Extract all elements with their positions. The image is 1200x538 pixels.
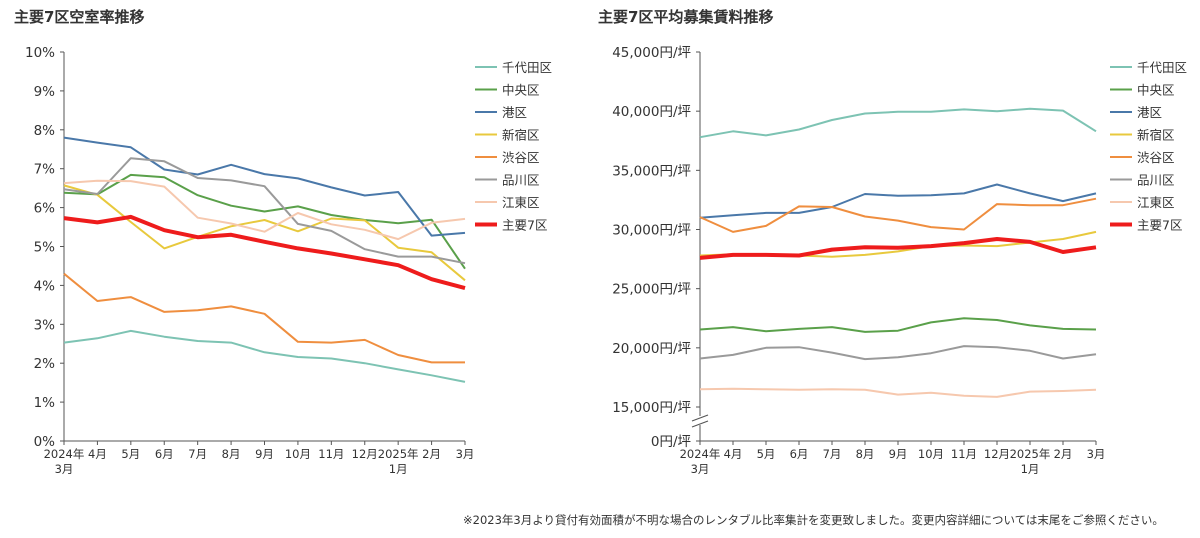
x-tick-label: 10月 <box>918 447 944 461</box>
y-tick-label: 25,000円/坪 <box>612 282 691 298</box>
legend-label: 新宿区 <box>1137 128 1175 143</box>
axis-break-mark <box>691 420 709 428</box>
series-line <box>699 317 1097 333</box>
x-tick-label: 3月 <box>1087 447 1106 461</box>
y-tick-label: 40,000円/坪 <box>612 104 691 120</box>
series-line <box>699 197 1097 233</box>
x-tick-label: 4月 <box>88 447 107 461</box>
x-tick-label: 5月 <box>757 447 776 461</box>
axis-break-mask <box>692 416 708 425</box>
x-tick-label: 3月 <box>456 447 475 461</box>
legend-label: 主要7区 <box>502 218 547 233</box>
y-tick-label: 7% <box>34 162 56 178</box>
x-tick-label: 2024年 <box>44 447 85 461</box>
x-tick-label: 11月 <box>318 447 344 461</box>
series-line <box>63 179 466 241</box>
legend-label: 渋谷区 <box>502 150 540 165</box>
series-line <box>63 136 466 237</box>
y-tick-label: 4% <box>34 278 56 294</box>
series-line <box>63 329 466 383</box>
x-tick-label: 11月 <box>951 447 977 461</box>
legend-label: 千代田区 <box>502 60 552 75</box>
x-tick-label: 2月 <box>1054 447 1073 461</box>
x-tick-label: 2025年 <box>378 447 419 461</box>
x-tick-label: 9月 <box>255 447 274 461</box>
legend-label: 品川区 <box>502 173 540 188</box>
x-tick-label: 7月 <box>188 447 207 461</box>
x-tick-label: 4月 <box>724 447 743 461</box>
legend-label: 千代田区 <box>1137 60 1187 75</box>
legend-label: 中央区 <box>502 83 540 98</box>
legend-label: 港区 <box>502 105 527 120</box>
y-tick-label: 20,000円/坪 <box>612 341 691 357</box>
series-line <box>699 107 1097 139</box>
x-tick-label: 8月 <box>856 447 875 461</box>
x-tick-label: 12月 <box>984 447 1010 461</box>
y-tick-label: 0円/坪 <box>651 434 691 450</box>
x-tick-label: 2025年 <box>1010 447 1051 461</box>
y-tick-label: 35,000円/坪 <box>612 163 691 179</box>
series-line <box>699 387 1097 398</box>
legend-label: 渋谷区 <box>1137 150 1175 165</box>
y-tick-label: 6% <box>34 201 56 217</box>
footnote: ※2023年3月より貸付有効面積が不明な場合のレンタブル比率集計を変更致しました… <box>463 513 1164 527</box>
x-tick-label: 9月 <box>889 447 908 461</box>
y-tick-label: 15,000円/坪 <box>612 400 691 416</box>
legend-label: 新宿区 <box>502 128 540 143</box>
series-line <box>63 173 466 270</box>
legend-label: 主要7区 <box>1137 218 1182 233</box>
series-line <box>63 272 465 364</box>
x-tick-label: 12月 <box>352 447 378 461</box>
series-line <box>699 345 1097 361</box>
y-tick-label: 10% <box>25 45 55 61</box>
x-tick-label: 2024年 <box>680 447 721 461</box>
series-line <box>699 183 1097 219</box>
legend-label: 品川区 <box>1137 173 1175 188</box>
x-tick-label: 6月 <box>155 447 174 461</box>
x-tick-label: 5月 <box>121 447 140 461</box>
series-line <box>699 237 1097 260</box>
legend-label: 港区 <box>1137 105 1162 120</box>
y-tick-label: 5% <box>34 240 56 256</box>
series-line <box>63 214 466 291</box>
x-tick-label: 2月 <box>422 447 441 461</box>
y-tick-label: 45,000円/坪 <box>612 45 691 61</box>
x-tick-label: 1月 <box>389 462 408 476</box>
x-tick-label: 3月 <box>691 462 710 476</box>
x-tick-label: 10月 <box>285 447 311 461</box>
chart-title-rent: 主要7区平均募集賃料推移 <box>598 8 774 26</box>
y-tick-label: 1% <box>34 395 56 411</box>
y-tick-label: 9% <box>34 84 56 100</box>
legend-label: 中央区 <box>1137 83 1175 98</box>
y-tick-label: 8% <box>34 123 56 139</box>
y-tick-label: 30,000円/坪 <box>612 223 691 239</box>
chart-title-vacancy: 主要7区空室率推移 <box>14 8 145 26</box>
x-tick-label: 7月 <box>823 447 842 461</box>
legend-label: 江東区 <box>1137 195 1175 210</box>
y-tick-label: 2% <box>34 356 56 372</box>
legend-label: 江東区 <box>502 195 540 210</box>
x-tick-label: 1月 <box>1021 462 1040 476</box>
y-tick-label: 3% <box>34 317 56 333</box>
series-line <box>63 184 466 282</box>
x-tick-label: 8月 <box>222 447 241 461</box>
y-tick-label: 0% <box>34 434 56 450</box>
series-line <box>63 157 466 265</box>
x-tick-label: 3月 <box>55 462 74 476</box>
axis-break-mark <box>691 414 709 422</box>
x-tick-label: 6月 <box>790 447 809 461</box>
